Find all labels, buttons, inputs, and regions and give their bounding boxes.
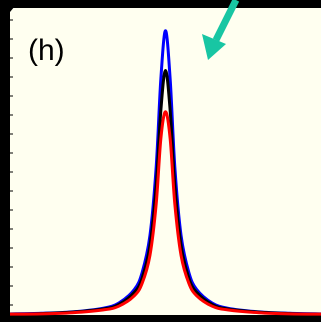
corner-mark xyxy=(0,0,20,24)
series-line-2 xyxy=(9,110,321,316)
axis-ticks xyxy=(10,19,13,306)
series-lines xyxy=(9,29,321,316)
plot-area xyxy=(10,8,321,315)
arrow-head xyxy=(202,34,226,60)
panel-label: (h) xyxy=(28,34,65,67)
annotation-arrow xyxy=(202,0,240,60)
arrow-shaft xyxy=(212,0,240,42)
